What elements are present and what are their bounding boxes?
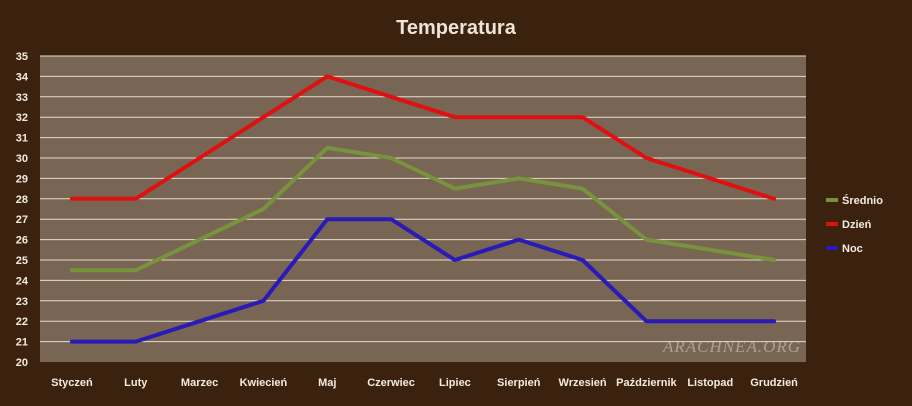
- y-tick-label: 28: [16, 194, 28, 206]
- x-tick-label: Marzec: [181, 377, 218, 389]
- y-tick-label: 35: [16, 51, 28, 63]
- y-tick-label: 32: [16, 112, 28, 124]
- y-tick-label: 20: [16, 357, 28, 369]
- y-axis-tick-labels: 20 21 22 23 24 25 26 27 28 29 30 31 32 33 34 35: [16, 51, 29, 369]
- legend-label: Noc: [842, 243, 863, 255]
- y-tick-label: 25: [16, 255, 28, 267]
- chart-title: Temperatura: [396, 17, 517, 39]
- legend-label: Dzień: [842, 219, 872, 231]
- series-lines: [69, 74, 777, 344]
- y-tick-label: 33: [16, 92, 28, 104]
- x-tick-label: Listopad: [687, 377, 733, 389]
- series-line-0: [69, 145, 777, 273]
- y-tick-label: 31: [16, 133, 28, 145]
- y-tick-label: 34: [16, 71, 29, 83]
- legend: Średnio Dzień Noc: [826, 194, 883, 255]
- y-tick-label: 21: [16, 337, 28, 349]
- x-tick-label: Październik: [616, 377, 677, 389]
- x-tick-label: Lipiec: [439, 377, 471, 389]
- x-tick-label: Luty: [124, 377, 148, 389]
- y-tick-label: 26: [16, 235, 28, 247]
- y-tick-label: 24: [16, 275, 29, 287]
- x-tick-label: Maj: [318, 377, 336, 389]
- x-tick-label: Sierpień: [497, 377, 541, 389]
- y-tick-label: 22: [16, 316, 28, 328]
- x-tick-label: Grudzień: [750, 377, 798, 389]
- y-tick-label: 29: [16, 173, 28, 185]
- y-tick-label: 30: [16, 153, 28, 165]
- x-tick-label: Czerwiec: [367, 377, 415, 389]
- x-axis-tick-labels: Styczeń Luty Marzec Kwiecień Maj Czerwiec Lipi…: [51, 377, 798, 389]
- series-line-2: [69, 217, 777, 344]
- y-tick-label: 23: [16, 296, 28, 308]
- plot-area: [40, 56, 806, 362]
- watermark: ARACHNEA.ORG: [662, 337, 801, 356]
- x-tick-label: Styczeń: [51, 377, 93, 389]
- legend-label: Średnio: [842, 194, 883, 207]
- y-tick-label: 27: [16, 214, 28, 226]
- x-tick-label: Kwiecień: [240, 377, 288, 389]
- x-tick-label: Wrzesień: [559, 377, 607, 389]
- series-line-1: [69, 74, 777, 201]
